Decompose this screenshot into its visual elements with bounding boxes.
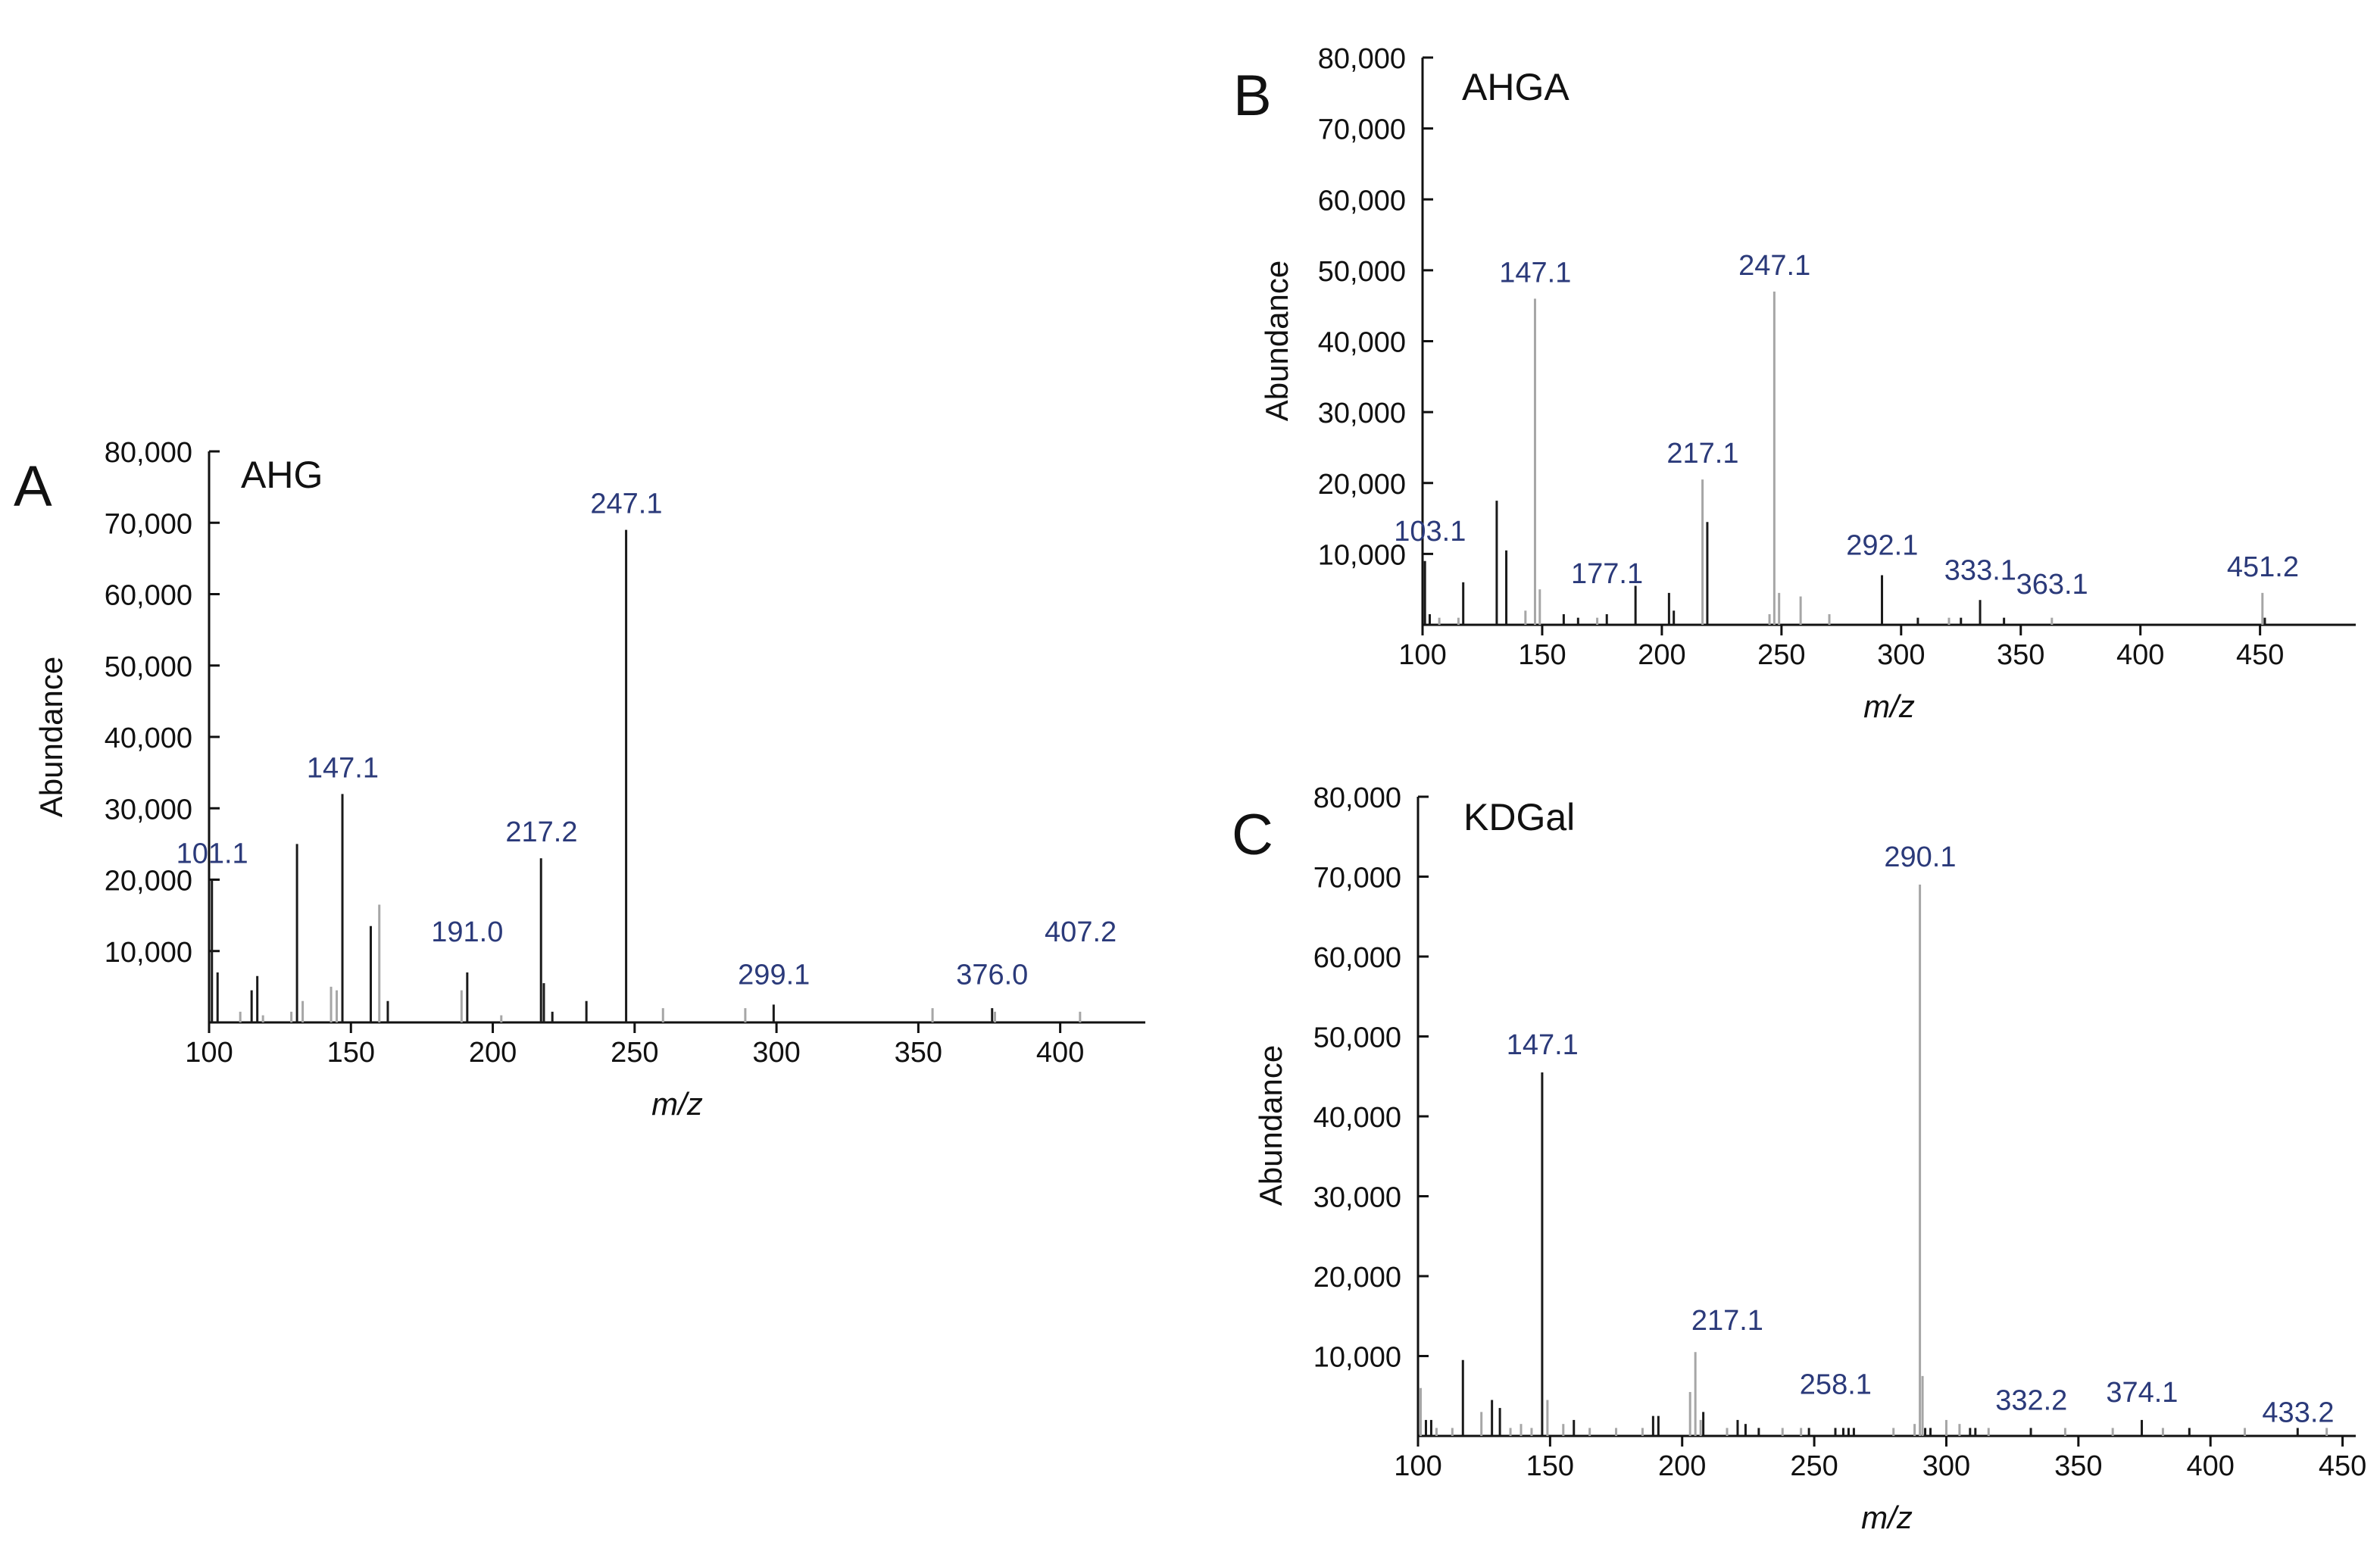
y-tick-label: 60,000 [105,580,192,612]
peak-label: 247.1 [590,488,662,520]
x-axis-title: m/z [1863,688,1915,724]
peak-label: 292.1 [1846,530,1918,562]
y-axis-title: Abundance [1253,1045,1288,1206]
y-axis-title: Abundance [33,657,69,818]
y-tick-label: 50,000 [1318,256,1406,288]
x-axis-title: m/z [1861,1500,1913,1535]
panel-c-kdgal-spectrum: C KDGal 10,000 20,000 30,000 40,000 50,000 60,0… [1232,782,2366,1535]
peak-label: 147.1 [1499,257,1571,289]
y-tick-label: 30,000 [1318,398,1406,429]
y-tick-label: 70,000 [105,508,192,540]
y-tick-label: 50,000 [105,651,192,683]
y-tick-label: 80,000 [1313,782,1401,814]
x-tick-label: 250 [1757,639,1805,671]
y-tick-label: 10,000 [1313,1342,1401,1374]
peak-label: 101.1 [176,838,248,869]
x-tick-label: 350 [1997,639,2044,671]
peak-label: 407.2 [1045,916,1117,948]
x-tick-label: 300 [1877,639,1925,671]
peak-label: 177.1 [1571,558,1643,590]
peak-label: 147.1 [1507,1029,1579,1061]
chart-title: AHG [241,454,323,496]
x-tick-label: 150 [1526,1450,1574,1482]
y-tick-label: 10,000 [1318,539,1406,571]
peak-label: 217.2 [505,816,577,848]
peak-label: 333.1 [1944,555,2016,587]
x-tick-label: 300 [752,1037,800,1069]
x-tick-label: 100 [1398,639,1446,671]
peak-label: 374.1 [2106,1377,2178,1409]
y-tick-label: 20,000 [1313,1262,1401,1294]
x-tick-label: 150 [327,1037,375,1069]
peak-label: 290.1 [1884,841,1956,873]
peak-label: 451.2 [2227,551,2299,583]
panel-letter: C [1232,803,1273,867]
y-axis-title: Abundance [1259,261,1295,422]
panel-letter: A [14,454,52,519]
peak-label: 258.1 [1800,1369,1872,1401]
peak-label: 433.2 [2262,1397,2334,1428]
peak-label: 376.0 [956,960,1028,991]
x-tick-label: 200 [469,1037,517,1069]
x-axis-title: m/z [651,1086,703,1122]
x-tick-label: 400 [1036,1037,1084,1069]
x-tick-label: 450 [2236,639,2284,671]
peak-label: 103.1 [1394,516,1466,548]
peak-label: 247.1 [1738,250,1810,282]
x-tick-label: 200 [1638,639,1685,671]
y-tick-label: 80,000 [1318,43,1406,75]
y-tick-label: 50,000 [1313,1022,1401,1054]
y-tick-label: 40,000 [105,723,192,754]
peak-label: 217.1 [1691,1305,1763,1337]
peak-label: 299.1 [738,960,810,991]
x-tick-label: 200 [1658,1450,1706,1482]
y-tick-label: 70,000 [1313,863,1401,894]
peak-label: 147.1 [307,752,379,784]
x-tick-label: 300 [1922,1450,1970,1482]
chart-title: KDGal [1463,796,1575,838]
y-tick-label: 30,000 [1313,1182,1401,1214]
peak-label: 332.2 [1995,1385,2067,1417]
y-tick-label: 20,000 [105,866,192,897]
peak-label: 217.1 [1666,438,1738,470]
x-tick-label: 100 [185,1037,233,1069]
y-tick-label: 30,000 [105,794,192,826]
y-tick-label: 80,000 [105,437,192,469]
x-tick-label: 350 [895,1037,942,1069]
peak-label: 191.0 [431,916,503,948]
chart-title: AHGA [1462,66,1569,108]
x-tick-label: 450 [2319,1450,2366,1482]
x-tick-label: 400 [2186,1450,2234,1482]
x-tick-label: 350 [2054,1450,2102,1482]
y-tick-label: 70,000 [1318,114,1406,146]
y-tick-label: 60,000 [1318,185,1406,217]
x-tick-label: 100 [1394,1450,1441,1482]
peak-label: 363.1 [2016,569,2088,601]
x-tick-label: 150 [1518,639,1566,671]
panel-b-ahga-spectrum: B AHGA 10,000 20,000 30,000 40,000 50,000 60,00… [1233,43,2356,724]
y-tick-label: 60,000 [1313,942,1401,974]
y-tick-label: 40,000 [1318,327,1406,359]
panel-a-ahg-spectrum: A AHG 10,000 20,000 30,000 40,000 50,000 60,000… [14,437,1145,1122]
x-tick-label: 250 [1790,1450,1838,1482]
y-tick-label: 40,000 [1313,1102,1401,1134]
y-tick-label: 20,000 [1318,469,1406,501]
panel-letter: B [1233,64,1272,128]
x-tick-label: 400 [2116,639,2164,671]
y-tick-label: 10,000 [105,937,192,969]
x-tick-label: 250 [611,1037,658,1069]
